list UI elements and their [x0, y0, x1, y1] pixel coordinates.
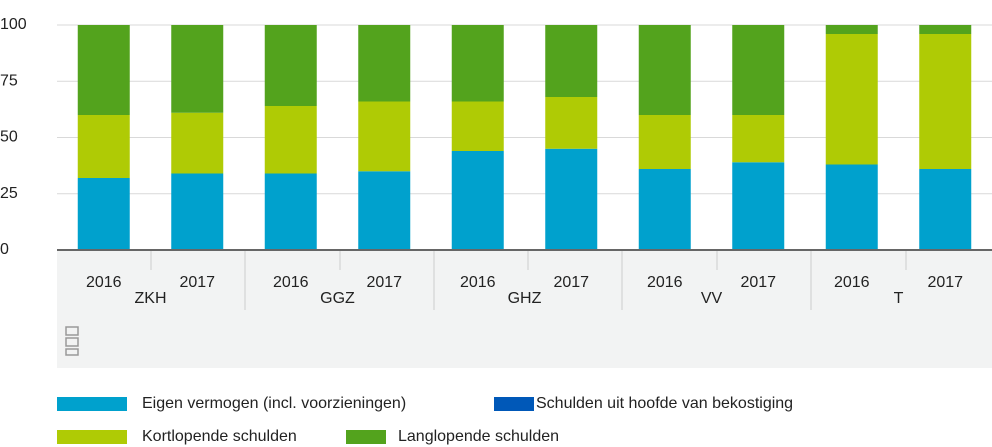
bar-segment: [77, 115, 130, 178]
x-tick-label: 2017: [366, 274, 402, 291]
y-tick-label: 100: [0, 16, 27, 33]
bar-segment: [638, 115, 691, 169]
x-tick-label: 2017: [553, 274, 589, 291]
bar-segment: [264, 106, 317, 174]
group-label: ZKH: [135, 290, 167, 307]
bar-segment: [919, 169, 972, 250]
logo: [65, 326, 79, 356]
bar-segment: [919, 25, 972, 34]
bar-segment: [77, 178, 130, 250]
bar-segment: [732, 162, 785, 250]
x-tick-label: 2017: [927, 274, 963, 291]
bar-segment: [171, 25, 224, 113]
bar-segment: [732, 25, 785, 115]
y-tick-label: 25: [0, 185, 18, 202]
x-tick-label: 2017: [740, 274, 776, 291]
bar-segment: [545, 25, 598, 97]
bar-segment: [451, 25, 504, 102]
bar-segment: [638, 169, 691, 250]
legend-label: Langlopende schulden: [398, 428, 559, 445]
x-tick-label: 2017: [179, 274, 215, 291]
bar-segment: [264, 173, 317, 250]
bar-segment: [451, 151, 504, 250]
bar-segment: [171, 112, 224, 174]
bar-segment: [732, 115, 785, 163]
y-tick-label: 50: [0, 129, 18, 146]
group-label: GHZ: [508, 290, 542, 307]
category-band: [57, 250, 992, 368]
x-tick-label: 2016: [834, 274, 870, 291]
bar-segment: [264, 25, 317, 106]
bar-segment: [451, 101, 504, 151]
legend-label: Schulden uit hoofde van bekostiging: [536, 395, 793, 412]
legend-label: Eigen vermogen (incl. voorzieningen): [142, 395, 406, 412]
x-tick-label: 2016: [273, 274, 309, 291]
x-tick-label: 2016: [86, 274, 122, 291]
group-label: T: [894, 290, 904, 307]
x-tick-label: 2016: [460, 274, 496, 291]
bar-segment: [638, 25, 691, 115]
bar-segment: [171, 173, 224, 250]
legend-swatch: [494, 397, 534, 411]
bar-segment: [358, 171, 411, 250]
separators: [150, 250, 907, 310]
bar-segment: [358, 25, 411, 102]
bar-segment: [358, 101, 411, 172]
y-tick-label: 75: [0, 72, 18, 89]
bar-segment: [545, 148, 598, 250]
bar-segment: [545, 97, 598, 149]
legend-swatch: [57, 430, 127, 444]
bar-segment: [825, 164, 878, 250]
bar-segment: [825, 34, 878, 165]
bar-segment: [919, 34, 972, 169]
legend-swatch: [57, 397, 127, 411]
y-tick-label: 0: [0, 241, 9, 258]
legend-swatch: [346, 430, 386, 444]
bar-segment: [77, 25, 130, 115]
group-label: GGZ: [320, 290, 355, 307]
group-label: VV: [701, 290, 723, 307]
bar-segment: [825, 25, 878, 34]
x-tick-label: 2016: [647, 274, 683, 291]
legend-label: Kortlopende schulden: [142, 428, 297, 445]
